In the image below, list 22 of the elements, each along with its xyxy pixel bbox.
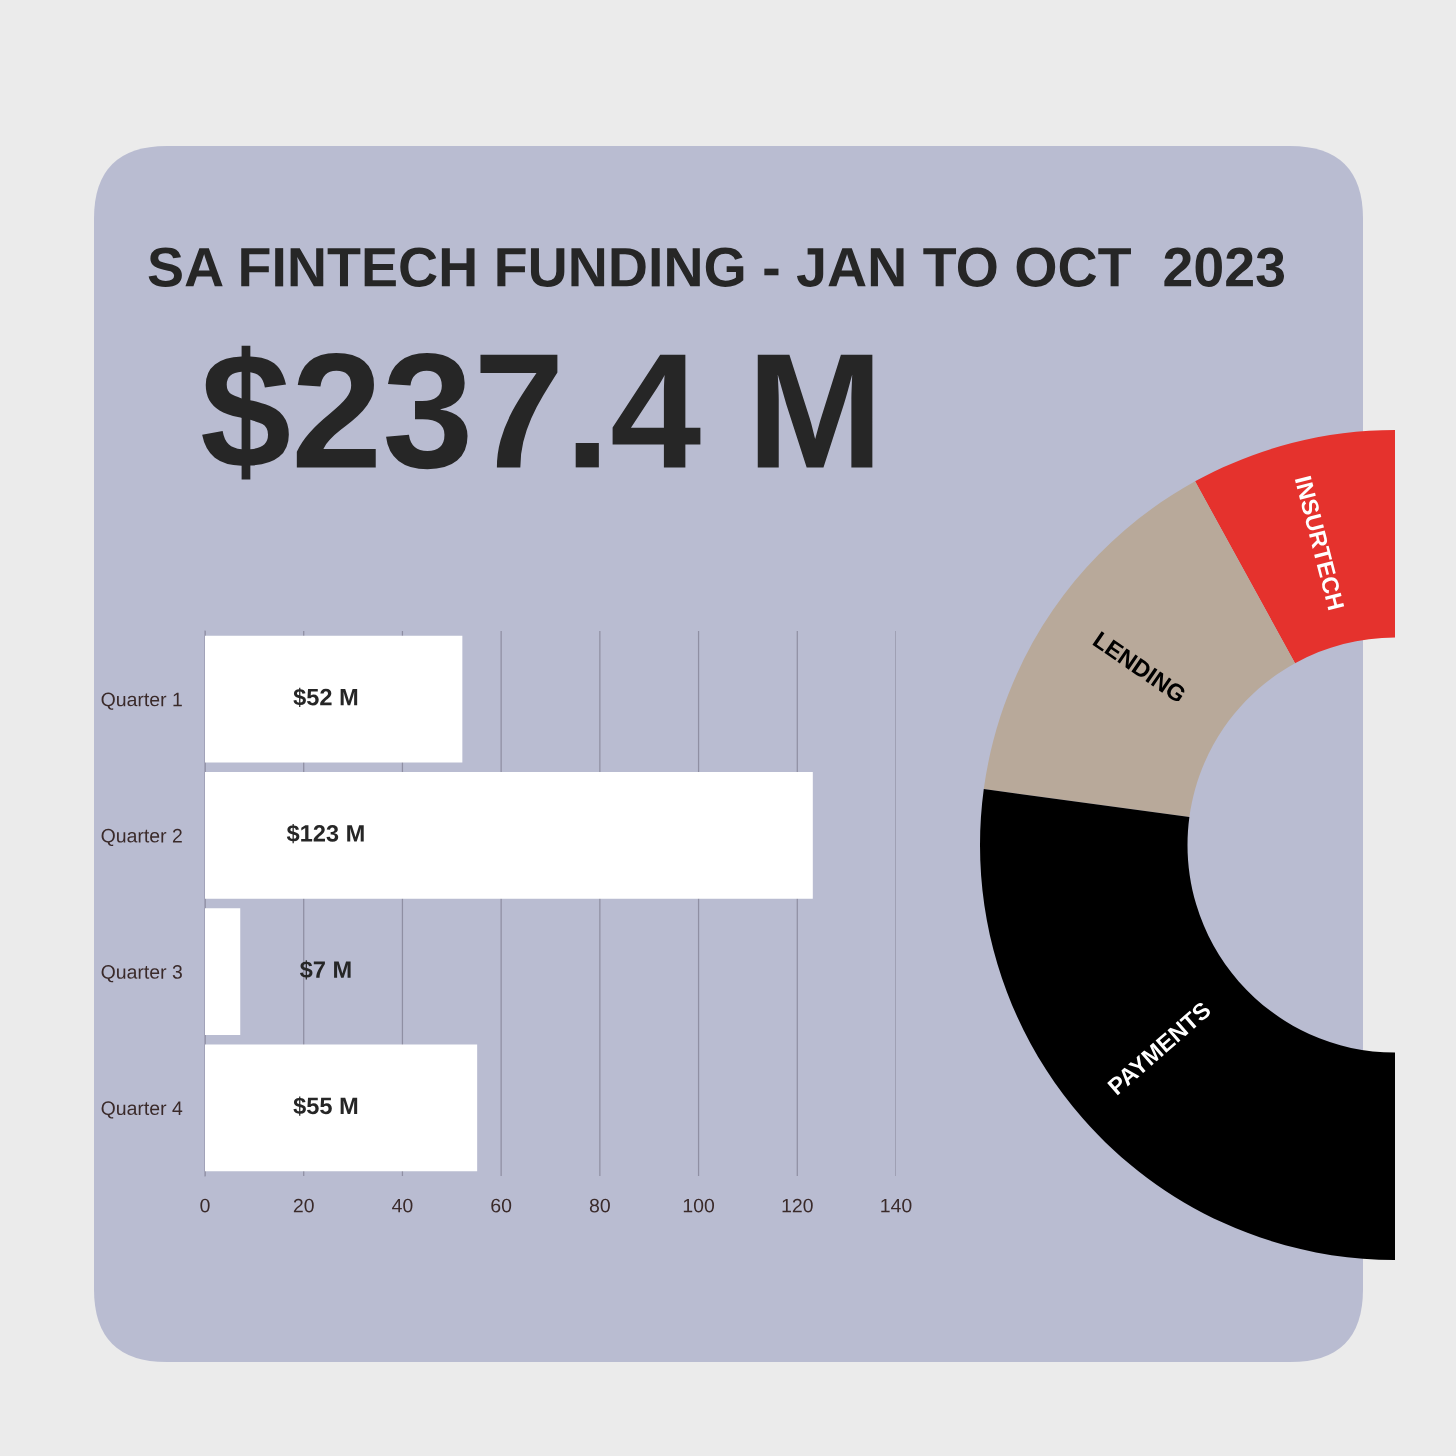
x-tick-label: 100 <box>683 1198 715 1213</box>
x-tick-label: 20 <box>293 1198 314 1213</box>
bar <box>205 908 241 1035</box>
data-label: $7 M <box>299 960 351 980</box>
x-tick-label: 60 <box>491 1198 512 1213</box>
x-tick-label: 40 <box>392 1198 413 1213</box>
x-tick-label: 80 <box>589 1198 610 1213</box>
data-label: $55 M <box>293 1096 358 1116</box>
y-tick-label: Quarter 4 <box>101 1101 183 1119</box>
x-tick-label: 120 <box>782 1198 813 1213</box>
bar <box>205 1044 478 1172</box>
chart-subtitle: $237.4 M <box>202 345 873 480</box>
x-tick-label: 0 <box>200 1198 210 1213</box>
x-tick-label: 140 <box>881 1198 912 1213</box>
bar <box>205 772 813 899</box>
y-tick-label: Quarter 1 <box>101 692 182 710</box>
data-label: $52 M <box>293 687 358 707</box>
chart-title: SA FINTECH FUNDING - JAN TO OCT 2023 <box>148 247 1285 287</box>
bar <box>205 635 463 763</box>
y-tick-label: Quarter 2 <box>101 828 182 847</box>
data-label: $123 M <box>286 823 364 844</box>
y-tick-label: Quarter 3 <box>101 965 182 983</box>
